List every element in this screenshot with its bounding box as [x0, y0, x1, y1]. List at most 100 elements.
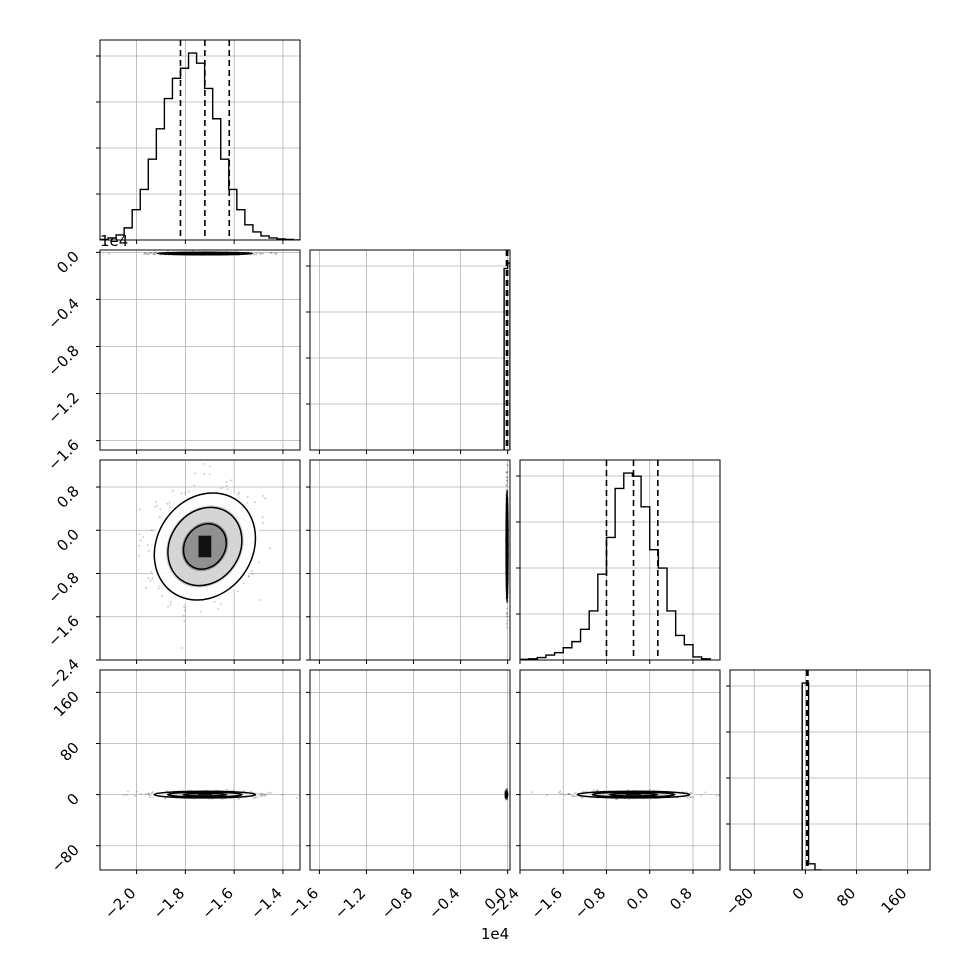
scatter-point: [506, 484, 508, 487]
scatter-point: [270, 251, 273, 254]
scatter-point: [615, 798, 617, 801]
panel-frame: [309, 669, 511, 871]
panel-frame: [309, 459, 511, 661]
scatter-point: [208, 473, 211, 476]
scatter-point: [266, 792, 268, 795]
scatter-point: [275, 252, 278, 255]
scatter-point: [592, 789, 595, 791]
scatter-point: [505, 798, 508, 801]
scatter-point: [262, 521, 265, 524]
contour-line: [576, 790, 691, 799]
scatter-point: [226, 488, 229, 490]
scatter-point: [127, 790, 129, 793]
scatter-point: [213, 600, 216, 603]
scatter-point: [264, 497, 267, 500]
scatter-point: [148, 793, 151, 796]
density-group: [122, 788, 298, 801]
scatter-point: [246, 495, 249, 498]
scatter-point: [254, 501, 256, 504]
scatter-point: [142, 253, 145, 256]
scatter-point: [146, 544, 149, 547]
scatter-point: [561, 792, 564, 795]
scatter-point: [247, 574, 250, 577]
scatter-point: [147, 577, 150, 579]
scatter-point: [505, 789, 508, 791]
scatter-point: [649, 788, 652, 791]
scatter-point: [506, 788, 509, 790]
scatter-point: [558, 791, 560, 794]
scatter-point: [559, 790, 562, 793]
scatter-point: [183, 606, 186, 608]
panel-1-0: −1.6 −1.2 −0.8 −0.4 0.0: [44, 247, 301, 474]
scatter-point: [505, 471, 508, 473]
scatter-point: [573, 795, 576, 797]
scatter-point: [715, 794, 718, 797]
scatter-point: [135, 790, 138, 793]
scatter-point: [146, 253, 149, 256]
tick-label-y: −1.6: [44, 612, 82, 650]
scatter-point: [145, 253, 148, 256]
contour-line: [608, 792, 659, 797]
scatter-point: [506, 798, 509, 801]
density-core: [198, 535, 212, 558]
scatter-point: [269, 252, 272, 254]
scatter-point: [217, 607, 220, 610]
scatter-point: [221, 487, 224, 489]
scatter-point: [505, 789, 508, 791]
scatter-point: [261, 793, 264, 796]
panel-frame: [729, 669, 931, 871]
panel-1-1: [306, 249, 511, 454]
panel-3-2: −2.4 −1.6 −0.8 0.0 0.8: [484, 669, 721, 923]
scatter-point: [685, 791, 688, 793]
scatter-point: [506, 612, 509, 615]
scatter-point: [182, 614, 185, 617]
tick-label-x: −1.4: [247, 884, 285, 922]
scatter-point: [506, 476, 509, 479]
density-group: [107, 250, 278, 256]
contour-line: [591, 791, 676, 798]
tick-label-y: −0.8: [44, 569, 82, 607]
panel-frame: [99, 669, 301, 871]
density-group: [504, 787, 509, 801]
scatter-point: [144, 252, 147, 254]
scatter-point: [692, 796, 694, 799]
tick-label-x: −2.4: [484, 884, 522, 922]
scatter-point: [154, 253, 156, 256]
scatter-point: [688, 795, 691, 798]
scatter-point: [149, 579, 152, 582]
scatter-point: [505, 612, 508, 614]
scatter-point: [237, 798, 240, 801]
panel-2-1: [306, 459, 511, 664]
tick-label-y: −1.2: [44, 389, 82, 427]
contour-line: [167, 506, 243, 587]
scatter-point: [248, 575, 250, 578]
scatter-point: [184, 491, 187, 494]
scatter-point: [505, 483, 508, 486]
scatter-point: [145, 586, 147, 589]
scatter-point: [230, 479, 233, 482]
scatter-point: [261, 794, 264, 797]
tick-label-y: −80: [48, 841, 83, 876]
scatter-point: [700, 794, 703, 797]
scatter-point: [232, 789, 235, 792]
scatter-point: [546, 794, 548, 796]
panel-0-0: [96, 39, 301, 244]
scatter-point: [164, 797, 167, 800]
scatter-point: [168, 501, 171, 504]
scatter-point: [268, 791, 271, 794]
scatter-point: [151, 790, 154, 793]
scatter-point: [219, 603, 222, 605]
scatter-point: [209, 465, 212, 468]
scatter-point: [581, 797, 584, 799]
panel-2-2: [516, 459, 721, 664]
contour-line: [184, 252, 226, 255]
scatter-point: [150, 252, 152, 255]
tick-label-x: 160: [877, 884, 910, 917]
scatter-point: [237, 491, 240, 494]
scatter-point: [506, 626, 509, 629]
scatter-point: [262, 494, 265, 497]
scatter-point: [505, 471, 508, 473]
scatter-point: [505, 798, 508, 801]
scatter-point: [147, 549, 150, 552]
scatter-point: [225, 484, 228, 487]
